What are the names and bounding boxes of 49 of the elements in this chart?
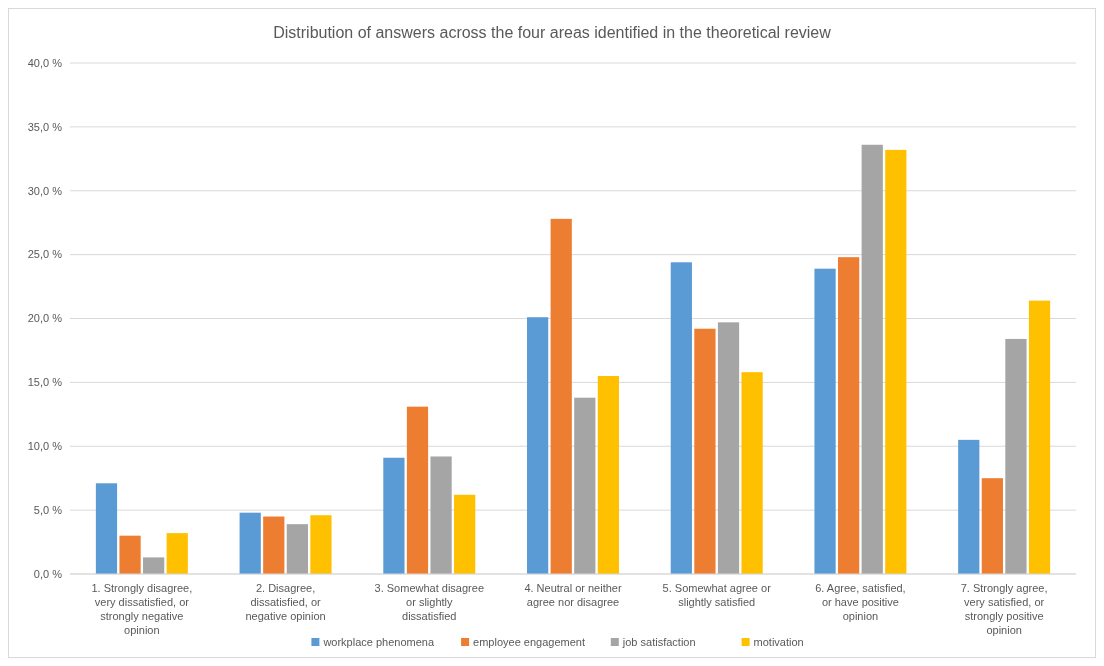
bar xyxy=(597,375,619,574)
bar xyxy=(1005,338,1027,574)
bar xyxy=(454,494,476,574)
bar xyxy=(694,328,716,574)
x-tick-label: 1. Strongly disagree, very dissatisfied, or strongly negative opinion xyxy=(91,582,193,636)
y-tick-label: 30,0 % xyxy=(27,184,63,197)
y-tick-label: 0,0 % xyxy=(33,567,63,580)
legend-label: motivation xyxy=(753,636,804,648)
bar xyxy=(885,149,907,574)
bar xyxy=(430,456,452,574)
bar xyxy=(406,406,429,574)
legend-label: workplace phenomena xyxy=(322,636,435,648)
bar xyxy=(95,483,118,574)
bar xyxy=(166,533,188,574)
bar xyxy=(286,524,308,574)
bar xyxy=(527,317,549,574)
x-tick-label: 5. Somewhat agree or slightly satisfied xyxy=(662,582,772,608)
y-tick-label: 40,0 % xyxy=(27,56,63,69)
y-tick-label: 20,0 % xyxy=(27,312,63,325)
x-tick-label: 3. Somewhat disagree or slightly dissatisfied xyxy=(374,582,485,622)
bar xyxy=(670,262,692,574)
bar xyxy=(814,268,836,574)
x-tick-label: 7. Strongly agree, very satisfied, or strongly positive opinion xyxy=(960,582,1048,636)
y-tick-label: 25,0 % xyxy=(27,248,63,261)
bar xyxy=(1028,300,1051,574)
bar xyxy=(550,218,572,574)
y-tick-label: 35,0 % xyxy=(27,120,63,133)
bar xyxy=(838,257,860,574)
x-tick-label: 6. Agree, satisfied, or have positive opinion xyxy=(815,582,906,622)
bar xyxy=(861,144,883,574)
x-tick-label: 2. Disagree, dissatisfied, or negative opinion xyxy=(245,582,326,622)
legend-label: job satisfaction xyxy=(621,636,696,648)
x-tick-label: 4. Neutral or neither agree nor disagree xyxy=(524,582,622,608)
bar xyxy=(958,439,980,574)
bar xyxy=(741,372,763,574)
bar xyxy=(239,512,261,574)
bar xyxy=(717,322,740,574)
y-tick-label: 10,0 % xyxy=(27,440,63,453)
bar xyxy=(981,478,1003,574)
y-tick-label: 15,0 % xyxy=(27,376,63,389)
bar xyxy=(143,557,165,574)
legend-label: employee engagement xyxy=(473,636,586,648)
y-tick-label: 5,0 % xyxy=(33,503,63,516)
bar xyxy=(383,457,405,574)
bar xyxy=(310,515,332,574)
bar xyxy=(574,397,596,574)
bar xyxy=(263,516,285,574)
bar xyxy=(119,535,141,574)
chart-title: Distribution of answers across the four areas identified in the theoretical review xyxy=(273,24,832,41)
